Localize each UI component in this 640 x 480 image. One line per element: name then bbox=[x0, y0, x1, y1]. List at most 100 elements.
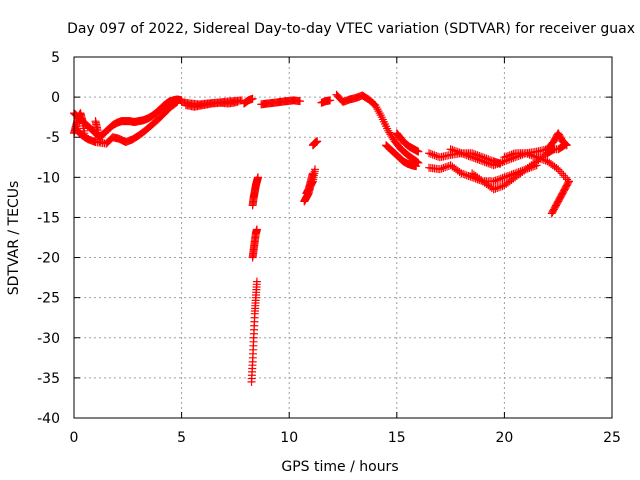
x-tick-labels: 0 5 10 15 20 25 bbox=[70, 430, 621, 446]
data-point bbox=[414, 147, 423, 156]
data-point bbox=[552, 163, 561, 172]
data-point bbox=[376, 111, 385, 120]
data-point bbox=[493, 184, 502, 193]
data-point bbox=[539, 155, 548, 164]
data-point bbox=[534, 153, 543, 162]
data-point bbox=[457, 169, 466, 178]
x-axis-label: GPS time / hours bbox=[281, 459, 398, 475]
data-point bbox=[466, 172, 475, 181]
data-point bbox=[536, 154, 545, 163]
data-point bbox=[412, 162, 421, 171]
data-point bbox=[557, 169, 566, 178]
data-point bbox=[172, 98, 181, 107]
data-point bbox=[496, 159, 505, 168]
data-point bbox=[532, 153, 541, 162]
data-point bbox=[253, 173, 262, 182]
x-tick-label: 15 bbox=[388, 430, 406, 446]
y-tick-label: -20 bbox=[37, 251, 60, 267]
data-point bbox=[482, 154, 491, 163]
data-point bbox=[525, 150, 534, 159]
data-point bbox=[495, 183, 504, 192]
data-point bbox=[523, 149, 532, 158]
data-point bbox=[459, 169, 468, 178]
data-point bbox=[507, 150, 516, 159]
data-point bbox=[529, 151, 538, 160]
data-point bbox=[503, 171, 512, 180]
data-point bbox=[252, 277, 261, 286]
data-point bbox=[455, 148, 464, 157]
series-track-1 bbox=[70, 95, 186, 142]
data-point bbox=[430, 151, 439, 160]
data-point bbox=[308, 169, 317, 178]
y-tick-label: -15 bbox=[37, 210, 60, 226]
data-point bbox=[491, 176, 500, 185]
series-track-11 bbox=[257, 96, 304, 109]
y-tick-label: 0 bbox=[51, 90, 60, 106]
data-point bbox=[561, 139, 570, 148]
axis-ticks bbox=[73, 56, 613, 419]
data-point bbox=[448, 145, 457, 154]
data-point bbox=[95, 137, 104, 146]
plot-frame bbox=[73, 56, 613, 419]
data-point bbox=[455, 167, 464, 176]
data-point bbox=[374, 107, 383, 116]
data-point bbox=[541, 156, 550, 165]
data-point bbox=[489, 185, 498, 194]
data-point bbox=[473, 151, 482, 160]
data-point bbox=[428, 150, 437, 159]
data-point bbox=[444, 161, 453, 170]
data-point bbox=[530, 152, 539, 161]
data-point bbox=[502, 172, 511, 181]
data-point bbox=[371, 101, 380, 110]
x-tick-label: 25 bbox=[603, 430, 621, 446]
data-point bbox=[509, 149, 518, 158]
y-tick-label: -25 bbox=[37, 291, 60, 307]
data-point bbox=[475, 151, 484, 160]
y-tick-label: -40 bbox=[37, 411, 60, 427]
data-point bbox=[311, 165, 320, 174]
data-point bbox=[500, 153, 509, 162]
data-point bbox=[496, 174, 505, 183]
data-point bbox=[555, 167, 564, 176]
data-point bbox=[375, 109, 384, 118]
series-track-10 bbox=[248, 173, 262, 210]
series-track-25 bbox=[547, 177, 573, 218]
data-points bbox=[70, 90, 573, 386]
y-tick-label: -10 bbox=[37, 170, 60, 186]
data-point bbox=[462, 171, 471, 180]
data-point bbox=[527, 151, 536, 160]
data-point bbox=[484, 155, 493, 164]
series-track-24 bbox=[543, 129, 571, 154]
data-point bbox=[326, 96, 335, 105]
y-tick-labels: 5 0 -5 -10 -15 -20 -25 -30 -35 -40 bbox=[37, 50, 60, 427]
y-tick-label: 5 bbox=[51, 50, 60, 66]
series-track-3 bbox=[70, 109, 89, 140]
data-point bbox=[373, 105, 382, 114]
data-point bbox=[469, 149, 478, 158]
data-point bbox=[562, 141, 571, 150]
data-point bbox=[233, 97, 242, 106]
data-point bbox=[503, 151, 512, 160]
data-point bbox=[451, 147, 460, 156]
data-point bbox=[500, 173, 509, 182]
data-point bbox=[426, 149, 435, 158]
data-point bbox=[491, 184, 500, 193]
data-point bbox=[468, 149, 477, 158]
y-axis-label: SDTVAR / TECUs bbox=[6, 181, 22, 296]
series-track-14 bbox=[308, 137, 322, 150]
data-point bbox=[562, 140, 571, 149]
x-tick-label: 10 bbox=[280, 430, 298, 446]
y-tick-label: -35 bbox=[37, 371, 60, 387]
data-point bbox=[453, 147, 462, 156]
data-point bbox=[372, 103, 381, 112]
series-track-21 bbox=[446, 145, 505, 168]
series-track-17 bbox=[382, 141, 421, 171]
data-point bbox=[460, 170, 469, 179]
data-point bbox=[505, 151, 514, 160]
data-point bbox=[496, 182, 505, 191]
y-tick-label: -5 bbox=[46, 130, 60, 146]
data-point bbox=[252, 225, 261, 234]
data-point bbox=[295, 97, 304, 106]
data-point bbox=[478, 153, 487, 162]
data-point bbox=[564, 177, 573, 186]
